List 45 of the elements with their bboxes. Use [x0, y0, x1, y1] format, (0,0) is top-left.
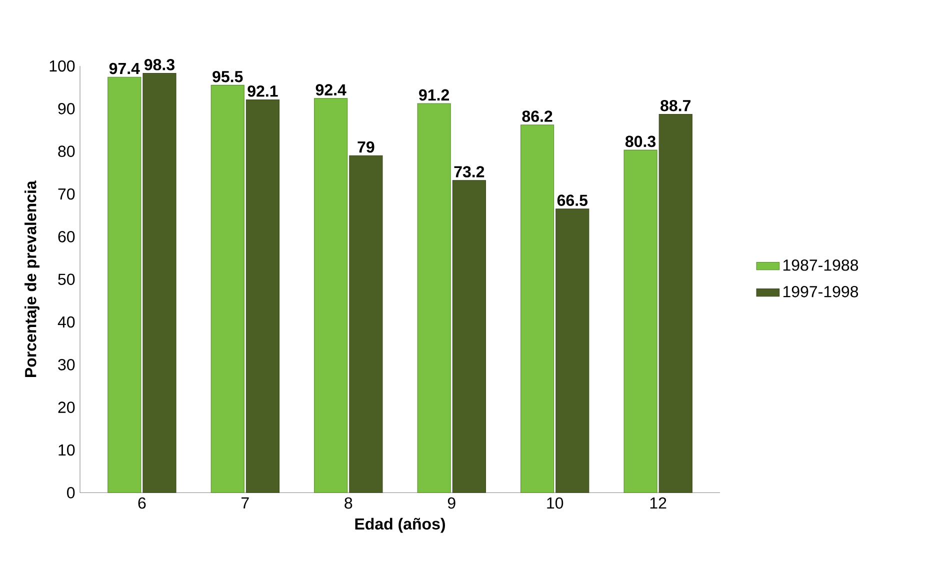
y-tick-label: 30 [58, 359, 75, 370]
data-label: 98.3 [144, 58, 174, 70]
y-tick-label: 50 [58, 274, 75, 285]
bar [520, 124, 554, 493]
y-tick-label: 10 [58, 444, 75, 456]
data-label: 66.5 [557, 194, 588, 206]
bar [349, 155, 383, 493]
bar [417, 103, 451, 493]
x-tick-label: 10 [547, 497, 564, 509]
data-label: 92.4 [316, 84, 346, 96]
x-tick-label: 12 [650, 497, 666, 509]
x-tick-label: 9 [448, 497, 456, 509]
y-tick-label: 70 [58, 188, 75, 200]
legend-label: 1987-1988 [783, 260, 858, 271]
bar [210, 84, 244, 493]
y-tick-label: 40 [58, 316, 75, 328]
data-label: 92.1 [248, 85, 278, 97]
y-tick-label: 0 [67, 487, 75, 498]
bar [658, 114, 692, 493]
bar [246, 99, 280, 493]
x-tick-label: 6 [138, 497, 146, 509]
data-label: 91.2 [419, 89, 449, 101]
data-label: 80.3 [625, 136, 656, 148]
data-label: 73.2 [454, 166, 484, 178]
x-tick-label: 8 [344, 497, 352, 509]
bar [108, 76, 142, 493]
y-tick-label: 90 [58, 103, 75, 114]
x-axis-title: Edad (años) [355, 518, 445, 533]
y-axis-title: Porcentaje de prevalencia [24, 180, 40, 377]
bar [452, 180, 486, 493]
y-tick-label: 80 [58, 146, 75, 157]
bar [624, 150, 658, 493]
data-label: 88.7 [660, 100, 690, 112]
y-tick-label: 100 [50, 60, 75, 72]
data-label: 79 [358, 141, 374, 153]
data-label: 95.5 [212, 70, 243, 82]
y-tick-label: 20 [58, 402, 75, 413]
y-tick-label: 60 [58, 231, 75, 242]
legend-label: 1997-1998 [783, 286, 858, 298]
data-label: 86.2 [522, 110, 552, 122]
bar [314, 98, 348, 493]
data-label: 97.4 [109, 62, 140, 74]
x-tick-label: 7 [242, 497, 249, 508]
bar [142, 72, 176, 493]
bar [556, 208, 590, 493]
